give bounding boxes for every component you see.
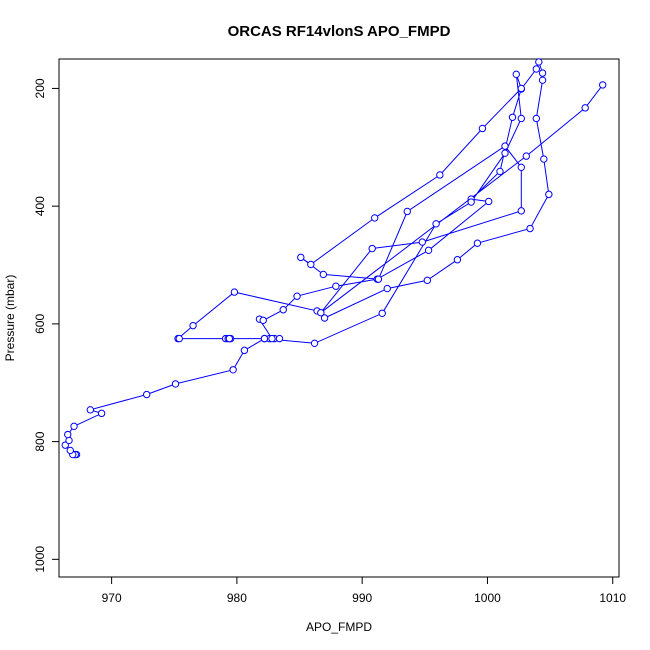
data-point — [517, 207, 525, 215]
data-point — [526, 224, 534, 233]
data-point — [259, 316, 267, 325]
data-point — [297, 253, 305, 262]
x-tick-label: 1000 — [474, 591, 501, 605]
data-point — [478, 124, 487, 133]
data-point — [517, 84, 525, 93]
x-tick-label: 990 — [352, 591, 372, 605]
data-point — [189, 321, 197, 330]
x-axis-label: APO_FMPD — [306, 620, 372, 634]
data-point — [512, 70, 520, 79]
data-point — [532, 114, 541, 123]
data-point — [581, 104, 589, 112]
y-tick-label: 1000 — [33, 546, 47, 573]
data-point — [229, 366, 237, 374]
data-point — [403, 207, 411, 216]
data-point — [538, 76, 547, 84]
y-tick-label: 400 — [33, 196, 47, 216]
data-point — [371, 214, 379, 222]
data-point — [64, 430, 72, 439]
data-point — [538, 69, 547, 77]
data-point — [540, 155, 548, 163]
data-point — [142, 390, 151, 399]
data-point — [307, 260, 315, 269]
data-point — [517, 163, 525, 172]
x-axis: 970 980 990 1000 1010 — [102, 577, 626, 605]
data-point — [171, 380, 180, 388]
data-point — [374, 275, 383, 283]
data-point — [332, 282, 340, 290]
data-point — [97, 409, 106, 418]
data-point — [532, 65, 541, 73]
data-point — [485, 197, 493, 206]
data-point — [175, 334, 183, 343]
data-point — [467, 198, 475, 206]
data-point — [453, 256, 462, 264]
series-line — [64, 60, 604, 456]
data-point — [432, 220, 440, 228]
data-point — [368, 244, 376, 253]
data-series — [61, 58, 607, 459]
data-point — [268, 334, 276, 343]
data-point — [501, 149, 509, 157]
y-tick-label: 600 — [33, 314, 47, 334]
data-point — [320, 314, 329, 322]
data-point — [61, 441, 69, 449]
data-point — [279, 306, 287, 314]
data-point — [508, 113, 517, 121]
data-point — [418, 238, 427, 246]
data-point — [293, 292, 301, 300]
data-point — [535, 58, 543, 66]
x-tick-label: 970 — [102, 591, 122, 605]
chart-title: ORCAS RF14vlonS APO_FMPD — [228, 23, 451, 40]
data-point — [225, 334, 234, 343]
data-point — [517, 114, 525, 123]
data-point — [65, 436, 73, 445]
y-axis: 200 400 600 800 1000 — [33, 78, 59, 573]
data-point — [501, 142, 509, 150]
y-tick-label: 200 — [33, 78, 47, 98]
x-tick-label: 1010 — [599, 591, 626, 605]
data-point — [522, 152, 530, 160]
x-tick-label: 980 — [227, 591, 247, 605]
data-point — [383, 284, 391, 293]
data-point — [310, 339, 319, 348]
data-point — [240, 346, 249, 355]
data-point — [319, 270, 328, 279]
data-point — [86, 406, 95, 414]
data-point — [66, 446, 74, 455]
y-tick-label: 800 — [33, 431, 47, 451]
data-point — [317, 309, 325, 317]
data-point — [70, 422, 78, 431]
data-point — [436, 171, 444, 179]
y-axis-label: Pressure (mbar) — [3, 275, 17, 362]
data-point — [378, 309, 386, 317]
data-point — [496, 167, 504, 176]
data-point — [423, 276, 432, 285]
plot-frame — [58, 58, 620, 578]
data-point — [260, 334, 269, 343]
data-point — [275, 334, 284, 343]
data-point — [230, 288, 239, 296]
data-point — [473, 239, 482, 247]
data-point — [424, 246, 433, 255]
data-point — [599, 81, 607, 89]
data-point — [545, 190, 553, 199]
